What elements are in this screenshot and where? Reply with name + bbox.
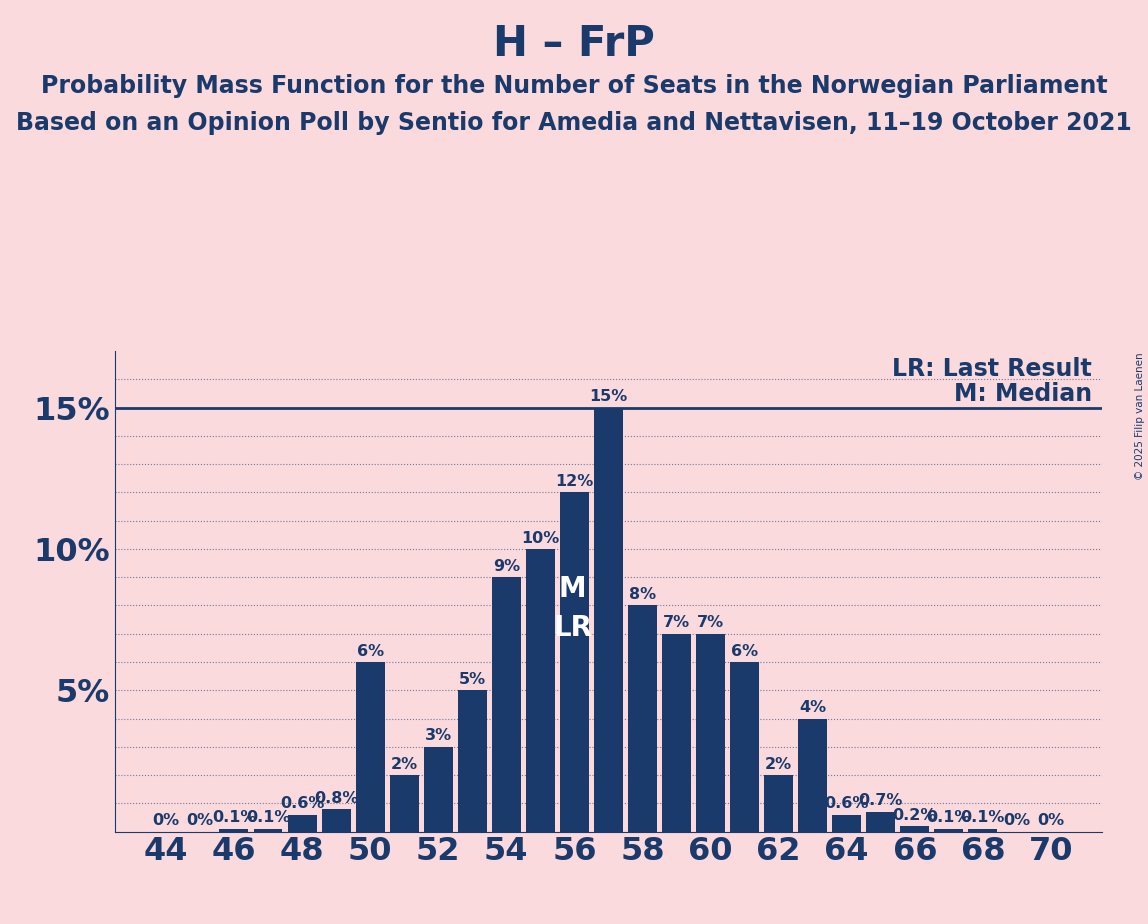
- Bar: [730, 662, 759, 832]
- Bar: [288, 815, 317, 832]
- Bar: [628, 605, 657, 832]
- Text: LR: LR: [553, 614, 592, 642]
- Text: 6%: 6%: [357, 644, 383, 659]
- Text: 10%: 10%: [521, 530, 559, 545]
- Text: 0%: 0%: [186, 813, 214, 828]
- Bar: [560, 492, 589, 832]
- Text: 0.7%: 0.7%: [859, 794, 903, 808]
- Text: 8%: 8%: [629, 587, 656, 602]
- Text: 3%: 3%: [425, 728, 452, 744]
- Text: M: Median: M: Median: [954, 383, 1092, 407]
- Bar: [526, 549, 554, 832]
- Text: 0.8%: 0.8%: [313, 791, 358, 806]
- Text: © 2025 Filip van Laenen: © 2025 Filip van Laenen: [1135, 352, 1145, 480]
- Bar: [424, 747, 452, 832]
- Text: 0%: 0%: [153, 813, 179, 828]
- Text: 7%: 7%: [662, 615, 690, 630]
- Bar: [491, 578, 521, 832]
- Text: 6%: 6%: [731, 644, 758, 659]
- Bar: [832, 815, 861, 832]
- Text: M: M: [559, 575, 587, 602]
- Text: 5%: 5%: [459, 672, 486, 687]
- Bar: [798, 719, 828, 832]
- Text: 0.1%: 0.1%: [926, 810, 971, 825]
- Text: 4%: 4%: [799, 700, 827, 715]
- Text: LR: Last Result: LR: Last Result: [892, 357, 1092, 381]
- Bar: [254, 829, 282, 832]
- Bar: [934, 829, 963, 832]
- Text: H – FrP: H – FrP: [492, 23, 656, 65]
- Text: 9%: 9%: [492, 559, 520, 574]
- Bar: [594, 407, 623, 832]
- Text: 2%: 2%: [390, 757, 418, 772]
- Bar: [765, 775, 793, 832]
- Text: 0.1%: 0.1%: [246, 810, 290, 825]
- Text: 15%: 15%: [589, 389, 628, 405]
- Text: 0%: 0%: [1038, 813, 1064, 828]
- Text: 12%: 12%: [556, 474, 594, 489]
- Text: 0.1%: 0.1%: [961, 810, 1006, 825]
- Bar: [458, 690, 487, 832]
- Text: 0.2%: 0.2%: [893, 808, 937, 822]
- Bar: [867, 812, 895, 832]
- Text: 0%: 0%: [1003, 813, 1031, 828]
- Text: 2%: 2%: [765, 757, 792, 772]
- Text: Based on an Opinion Poll by Sentio for Amedia and Nettavisen, 11–19 October 2021: Based on an Opinion Poll by Sentio for A…: [16, 111, 1132, 135]
- Text: 0.6%: 0.6%: [824, 796, 869, 811]
- Bar: [219, 829, 248, 832]
- Text: 0.6%: 0.6%: [280, 796, 324, 811]
- Bar: [696, 634, 726, 832]
- Text: 0.1%: 0.1%: [211, 810, 256, 825]
- Bar: [969, 829, 998, 832]
- Bar: [356, 662, 385, 832]
- Text: Probability Mass Function for the Number of Seats in the Norwegian Parliament: Probability Mass Function for the Number…: [40, 74, 1108, 98]
- Bar: [389, 775, 419, 832]
- Bar: [321, 809, 350, 832]
- Bar: [900, 826, 930, 832]
- Text: 7%: 7%: [697, 615, 724, 630]
- Bar: [662, 634, 691, 832]
